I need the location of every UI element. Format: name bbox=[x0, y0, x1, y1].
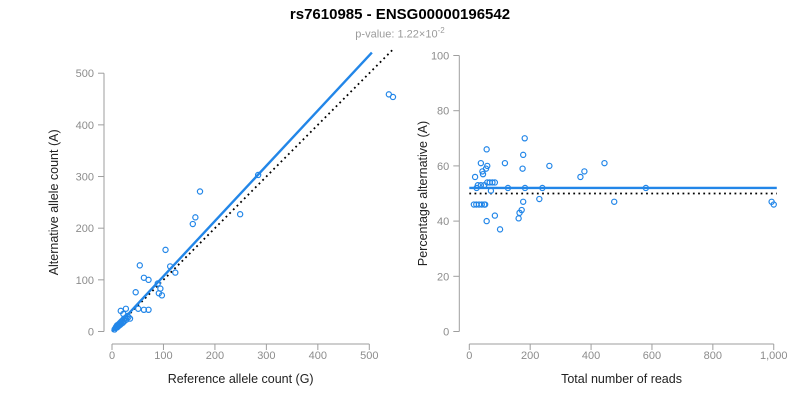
x-tick-label: 1,000 bbox=[760, 350, 788, 362]
data-point bbox=[135, 305, 142, 312]
x-tick-label: 300 bbox=[257, 350, 275, 362]
data-point bbox=[122, 305, 130, 312]
y-tick-label: 200 bbox=[76, 223, 94, 235]
data-point bbox=[479, 170, 487, 178]
data-point bbox=[154, 280, 161, 287]
data-point bbox=[158, 292, 166, 299]
data-point bbox=[136, 262, 143, 269]
data-point bbox=[481, 201, 489, 208]
data-point bbox=[196, 188, 204, 195]
x-tick-label: 400 bbox=[309, 350, 327, 362]
y-tick-label: 80 bbox=[437, 106, 449, 118]
data-point bbox=[504, 184, 512, 192]
y-tick-label: 100 bbox=[431, 51, 449, 63]
y-tick-label: 40 bbox=[437, 216, 449, 228]
y-axis-title: Percentage alternative (A) bbox=[416, 121, 430, 266]
y-tick-label: 0 bbox=[88, 327, 94, 339]
y-tick-label: 400 bbox=[76, 120, 94, 132]
data-point bbox=[536, 195, 543, 203]
plot-subtitle: p-value: 1.22×10-2 bbox=[0, 24, 800, 42]
x-tick-label: 600 bbox=[643, 350, 661, 362]
data-point bbox=[519, 151, 527, 159]
data-point bbox=[521, 184, 529, 192]
data-point bbox=[539, 184, 546, 192]
data-point bbox=[474, 182, 482, 189]
x-tick-label: 200 bbox=[206, 350, 224, 362]
fit-line bbox=[111, 51, 373, 333]
y-tick-label: 0 bbox=[443, 327, 449, 339]
data-point bbox=[515, 215, 522, 222]
x-tick-label: 0 bbox=[109, 350, 115, 362]
data-point bbox=[478, 201, 485, 208]
x-tick-label: 100 bbox=[154, 350, 172, 362]
data-point bbox=[120, 310, 127, 318]
data-point bbox=[132, 289, 139, 296]
x-tick-label: 500 bbox=[360, 350, 378, 362]
data-point bbox=[471, 173, 479, 181]
data-point bbox=[166, 263, 174, 270]
x-axis-title: Total number of reads bbox=[561, 372, 682, 386]
data-point bbox=[477, 182, 485, 189]
data-point bbox=[236, 211, 244, 218]
pvalue-text: p-value: 1.22×10 bbox=[355, 28, 438, 41]
data-point bbox=[145, 306, 152, 314]
data-point bbox=[546, 162, 553, 170]
data-point bbox=[484, 162, 491, 170]
x-tick-label: 400 bbox=[582, 350, 600, 362]
data-point bbox=[491, 179, 499, 186]
data-point bbox=[483, 217, 490, 225]
data-point bbox=[601, 159, 608, 167]
data-point bbox=[483, 146, 490, 153]
data-point bbox=[172, 269, 179, 276]
data-point bbox=[189, 220, 196, 228]
data-point bbox=[491, 212, 499, 219]
data-point bbox=[501, 159, 509, 167]
pvalue-exponent: -2 bbox=[437, 26, 445, 35]
data-point bbox=[254, 171, 262, 179]
figure-header: rs7610985 - ENSG00000196542 p-value: 1.2… bbox=[0, 6, 800, 42]
data-point bbox=[487, 187, 495, 194]
y-tick-label: 500 bbox=[76, 68, 94, 80]
percentage-alternative-scatter: 0 20 40 60 80 100 0 200 400 600 800 1,000 Total numb… bbox=[416, 51, 788, 387]
data-point bbox=[577, 173, 584, 181]
identity-line bbox=[111, 49, 394, 333]
data-point bbox=[477, 159, 485, 167]
data-point bbox=[125, 313, 132, 321]
data-point bbox=[519, 198, 527, 205]
data-point bbox=[389, 93, 397, 101]
data-point bbox=[145, 276, 152, 284]
data-point bbox=[642, 184, 650, 192]
data-point bbox=[770, 201, 777, 208]
x-tick-label: 0 bbox=[466, 350, 472, 362]
y-tick-label: 60 bbox=[437, 161, 449, 173]
data-point bbox=[518, 206, 525, 214]
data-point bbox=[489, 179, 496, 186]
y-tick-label: 20 bbox=[437, 271, 449, 283]
data-point bbox=[496, 226, 504, 233]
data-point bbox=[611, 198, 618, 205]
data-point bbox=[192, 214, 199, 221]
data-point bbox=[519, 165, 526, 172]
y-tick-label: 300 bbox=[76, 172, 94, 184]
allele-count-scatter: 0 100 200 300 400 500 0 100 200 300 400 500 Referenc… bbox=[47, 49, 397, 386]
data-point bbox=[126, 315, 134, 322]
y-axis-title: Alternative allele count (A) bbox=[47, 129, 61, 275]
y-tick-label: 100 bbox=[76, 275, 94, 287]
x-tick-label: 800 bbox=[704, 350, 722, 362]
x-tick-label: 200 bbox=[521, 350, 539, 362]
data-point bbox=[119, 319, 127, 326]
data-point bbox=[521, 135, 528, 142]
data-point bbox=[581, 168, 588, 175]
data-point bbox=[162, 246, 169, 254]
x-axis-title: Reference allele count (G) bbox=[168, 372, 314, 386]
plot-title: rs7610985 - ENSG00000196542 bbox=[289, 6, 511, 23]
